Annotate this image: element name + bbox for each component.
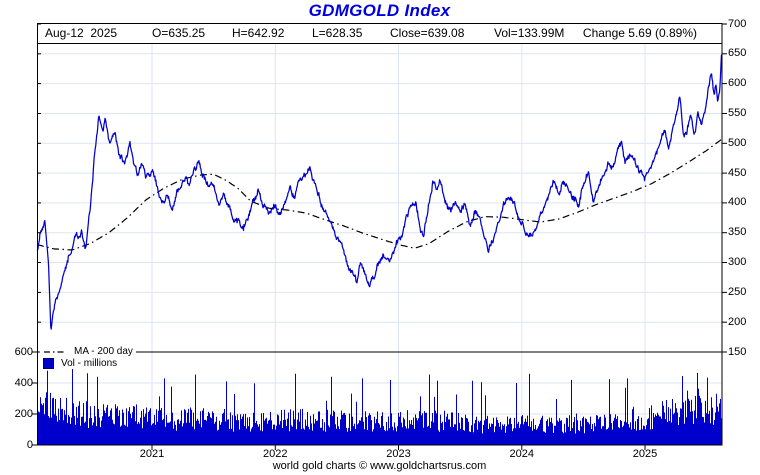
copyright-footer: world gold charts © www.goldchartsrus.co… (272, 460, 487, 472)
legend-volume: Vol - millions (40, 358, 121, 369)
quote-low: L=628.35 (312, 26, 363, 40)
price-axis-label: 400 (728, 196, 747, 209)
quote-change: Change 5.69 (0.89%) (582, 26, 697, 40)
price-axis-label: 650 (728, 47, 747, 60)
quote-date: Aug-12 2025 (45, 26, 118, 40)
quote-volume: Vol=133.99M (494, 26, 565, 40)
volume-square-icon (43, 358, 54, 369)
year-axis-label: 2025 (632, 448, 658, 460)
year-axis-label: 2023 (386, 448, 411, 460)
year-axis-label: 2024 (509, 448, 534, 460)
quote-high: H=642.92 (232, 26, 285, 40)
legend-ma: MA - 200 day (40, 346, 136, 357)
volume-axis-label: 0 (26, 438, 33, 451)
ma-dash-dot-line-icon (44, 351, 66, 353)
volume-axis-label: 200 (14, 407, 33, 420)
quote-open: O=635.25 (152, 26, 206, 40)
volume-axis-label: 600 (14, 345, 33, 358)
price-axis-label: 200 (728, 315, 747, 328)
legend-volume-label: Vol - millions (61, 358, 118, 369)
price-axis-label: 150 (728, 345, 747, 358)
year-axis-label: 2021 (139, 448, 165, 460)
chart-title: GDMGOLD Index (308, 1, 451, 20)
legend-ma-label: MA - 200 day (74, 346, 133, 357)
year-axis-label: 2022 (263, 448, 288, 460)
quote-close: Close=639.08 (390, 26, 465, 40)
price-axis-label: 550 (728, 106, 747, 119)
price-axis-label: 250 (728, 285, 747, 298)
price-axis-label: 450 (728, 166, 747, 179)
price-axis-label: 500 (728, 136, 747, 149)
price-axis-label: 700 (728, 17, 747, 30)
price-axis-label: 350 (728, 226, 747, 239)
volume-axis-label: 400 (14, 376, 33, 389)
price-axis-label: 600 (728, 77, 747, 90)
price-axis-label: 300 (728, 256, 747, 269)
